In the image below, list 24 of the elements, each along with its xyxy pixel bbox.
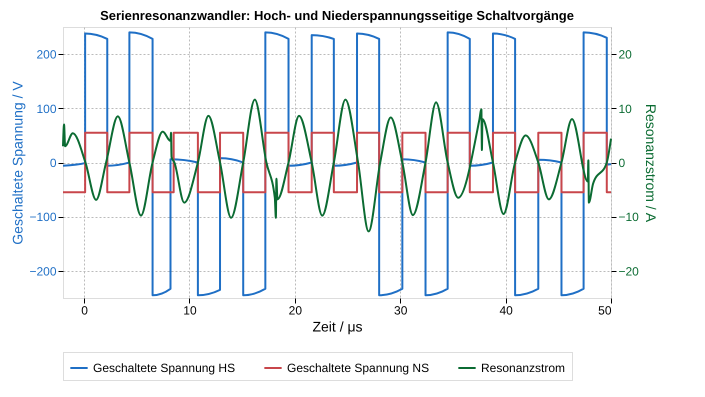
legend-label: Resonanzstrom xyxy=(481,361,566,375)
y-axis-title: Geschaltete Spannung / V xyxy=(9,80,26,245)
x-tick-label: 30 xyxy=(394,304,408,318)
y2-tick-label: −10 xyxy=(618,210,640,224)
y2-tick-label: 20 xyxy=(618,48,632,62)
y-tick-label: −100 xyxy=(29,210,57,224)
x-tick-label: 0 xyxy=(81,304,88,318)
y-tick-label: 0 xyxy=(50,156,57,170)
x-tick-label: 10 xyxy=(183,304,197,318)
y-tick-label: −200 xyxy=(29,264,57,278)
y2-tick-label: 10 xyxy=(618,102,632,116)
x-tick-label: 40 xyxy=(499,304,514,318)
line-series xyxy=(62,98,612,232)
legend-label: Geschaltete Spannung HS xyxy=(93,361,236,375)
y-tick-label: 200 xyxy=(36,48,57,62)
y2-tick-label: −20 xyxy=(618,264,640,278)
y-tick-label: 100 xyxy=(36,102,57,116)
x-axis-title: Zeit / μs xyxy=(312,318,363,334)
chart-title: Serienresonanzwandler: Hoch- und Niederspannungsseitige Schaltvorgänge xyxy=(100,8,574,23)
y2-tick-label: 0 xyxy=(618,156,626,170)
y2-axis-title: Resonanzstrom / A xyxy=(642,104,659,223)
x-tick-label: 50 xyxy=(598,304,612,318)
x-tick-label: 20 xyxy=(288,304,302,318)
legend-label: Geschaltete Spannung NS xyxy=(287,361,430,375)
